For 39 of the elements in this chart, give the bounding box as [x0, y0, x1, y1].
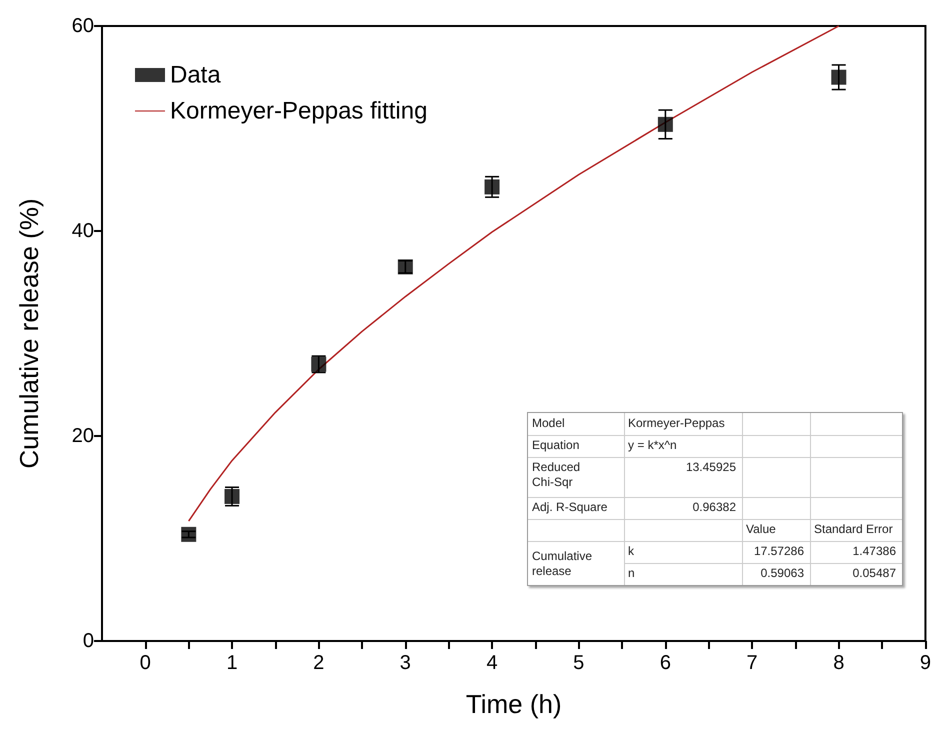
point [658, 116, 673, 132]
y-tick-label: 0 [82, 630, 94, 652]
x-tick-label: 0 [140, 652, 151, 674]
annotation: Kormeyer-Peppas [628, 416, 725, 430]
x-tick-label: 4 [486, 652, 498, 674]
y-axis-title: Cumulative release (%) [14, 198, 44, 469]
x-tick-label: 8 [833, 652, 844, 674]
annotation: k [628, 544, 634, 558]
annotation: 0.96382 [692, 500, 736, 514]
annotation: 17.57286 [754, 544, 804, 558]
annotation: Model [532, 416, 565, 430]
point [181, 526, 196, 542]
annotation: 0.59063 [760, 566, 804, 580]
annotation: Equation [532, 438, 580, 452]
annotation: Standard Error [814, 522, 893, 536]
annotation: n [628, 566, 635, 580]
annotation: Adj. R-Square [532, 500, 608, 514]
x-tick-label: 7 [746, 652, 758, 674]
annotation: Value [746, 522, 776, 536]
x-tick-label: 2 [313, 652, 324, 674]
x-tick-label: 6 [660, 652, 671, 674]
x-tick-label: 5 [573, 652, 584, 674]
point [484, 179, 500, 194]
x-tick-label: 1 [226, 652, 238, 674]
annotation: Cumulative release [532, 549, 592, 578]
x-tick-label: 9 [920, 652, 931, 674]
annotation: 13.45925 [686, 460, 736, 474]
legend-label: Kormeyer-Peppas fitting [170, 98, 428, 124]
y-tick-label: 20 [72, 425, 94, 447]
annotation: 0.05487 [852, 566, 896, 580]
annotation: y = k*x^n [628, 438, 677, 452]
point [831, 70, 846, 85]
annotation: Reduced Chi-Sqr [532, 460, 580, 489]
x-axis-title: Time (h) [466, 689, 562, 719]
annotation: 1.47386 [852, 544, 896, 558]
y-tick-label: 60 [72, 15, 94, 37]
y-tick-label: 40 [72, 220, 94, 242]
x-tick-label: 3 [400, 652, 411, 674]
legend-label: Data [170, 62, 222, 88]
